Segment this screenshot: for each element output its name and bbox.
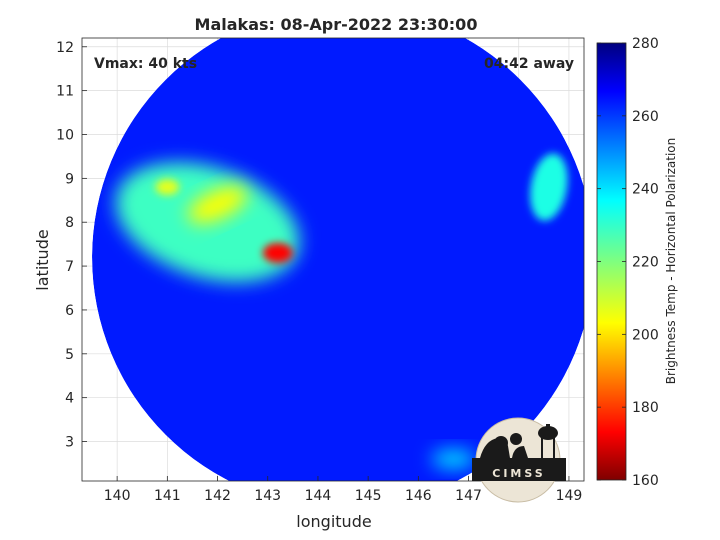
y-axis-label: latitude	[33, 229, 52, 290]
swath-background	[92, 38, 584, 481]
colorbar-tick-label: 160	[632, 473, 659, 489]
x-tick-label: 140	[104, 488, 131, 504]
x-tick-label: 147	[455, 488, 482, 504]
colorbar-tick-label: 280	[632, 36, 659, 52]
eastern-cloud-patch	[530, 153, 568, 221]
cimss-logo-text: CIMSS	[492, 467, 545, 480]
x-axis-label: longitude	[296, 512, 371, 531]
y-tick-label: 12	[56, 40, 74, 56]
colorbar-tick-label: 200	[632, 327, 659, 343]
cold-convective-core	[262, 242, 293, 263]
southeast-cloud-patch	[431, 449, 476, 470]
cimss-logo: CIMSS	[472, 417, 566, 503]
y-tick-label: 10	[56, 127, 74, 143]
colorbar-tick-label: 240	[632, 182, 659, 198]
colorbar-tick-label: 260	[632, 109, 659, 125]
y-tick-label: 9	[65, 171, 74, 187]
y-tick-label: 11	[56, 84, 74, 100]
colorbar-tick-label: 220	[632, 255, 659, 271]
x-tick-label: 145	[355, 488, 382, 504]
vmax-annotation: Vmax: 40 kts	[94, 56, 197, 72]
x-tick-label: 149	[556, 488, 583, 504]
plot-frame	[81, 37, 585, 482]
satellite-swath	[92, 38, 584, 481]
colorbar-ticks: 160 180 200 220 240 260 280	[597, 36, 659, 489]
away-annotation: 04:42 away	[484, 56, 574, 72]
cold-cloud-cluster-b	[155, 179, 180, 196]
y-tick-label: 3	[65, 435, 74, 451]
x-tick-label: 142	[204, 488, 231, 504]
x-tick-label: 141	[154, 488, 181, 504]
x-tick-label: 144	[305, 488, 332, 504]
y-tick-label: 6	[65, 303, 74, 319]
colorbar-label: Brightness Temp - Horizontal Polarizatio…	[664, 138, 678, 385]
y-tick-label: 7	[65, 259, 74, 275]
x-tick-label: 146	[405, 488, 432, 504]
brightness-features	[115, 153, 568, 470]
axis-ticks: 1401411421431441451461471481493456789101…	[56, 40, 582, 504]
colorbar-tick-label: 180	[632, 400, 659, 416]
y-tick-label: 4	[65, 391, 74, 407]
y-tick-label: 8	[65, 215, 74, 231]
colorbar	[596, 42, 627, 481]
cold-cloud-cluster-a	[187, 186, 248, 224]
chart-title: Malakas: 08-Apr-2022 23:30:00	[195, 15, 478, 34]
y-tick-label: 5	[65, 347, 74, 363]
x-tick-label: 143	[254, 488, 281, 504]
